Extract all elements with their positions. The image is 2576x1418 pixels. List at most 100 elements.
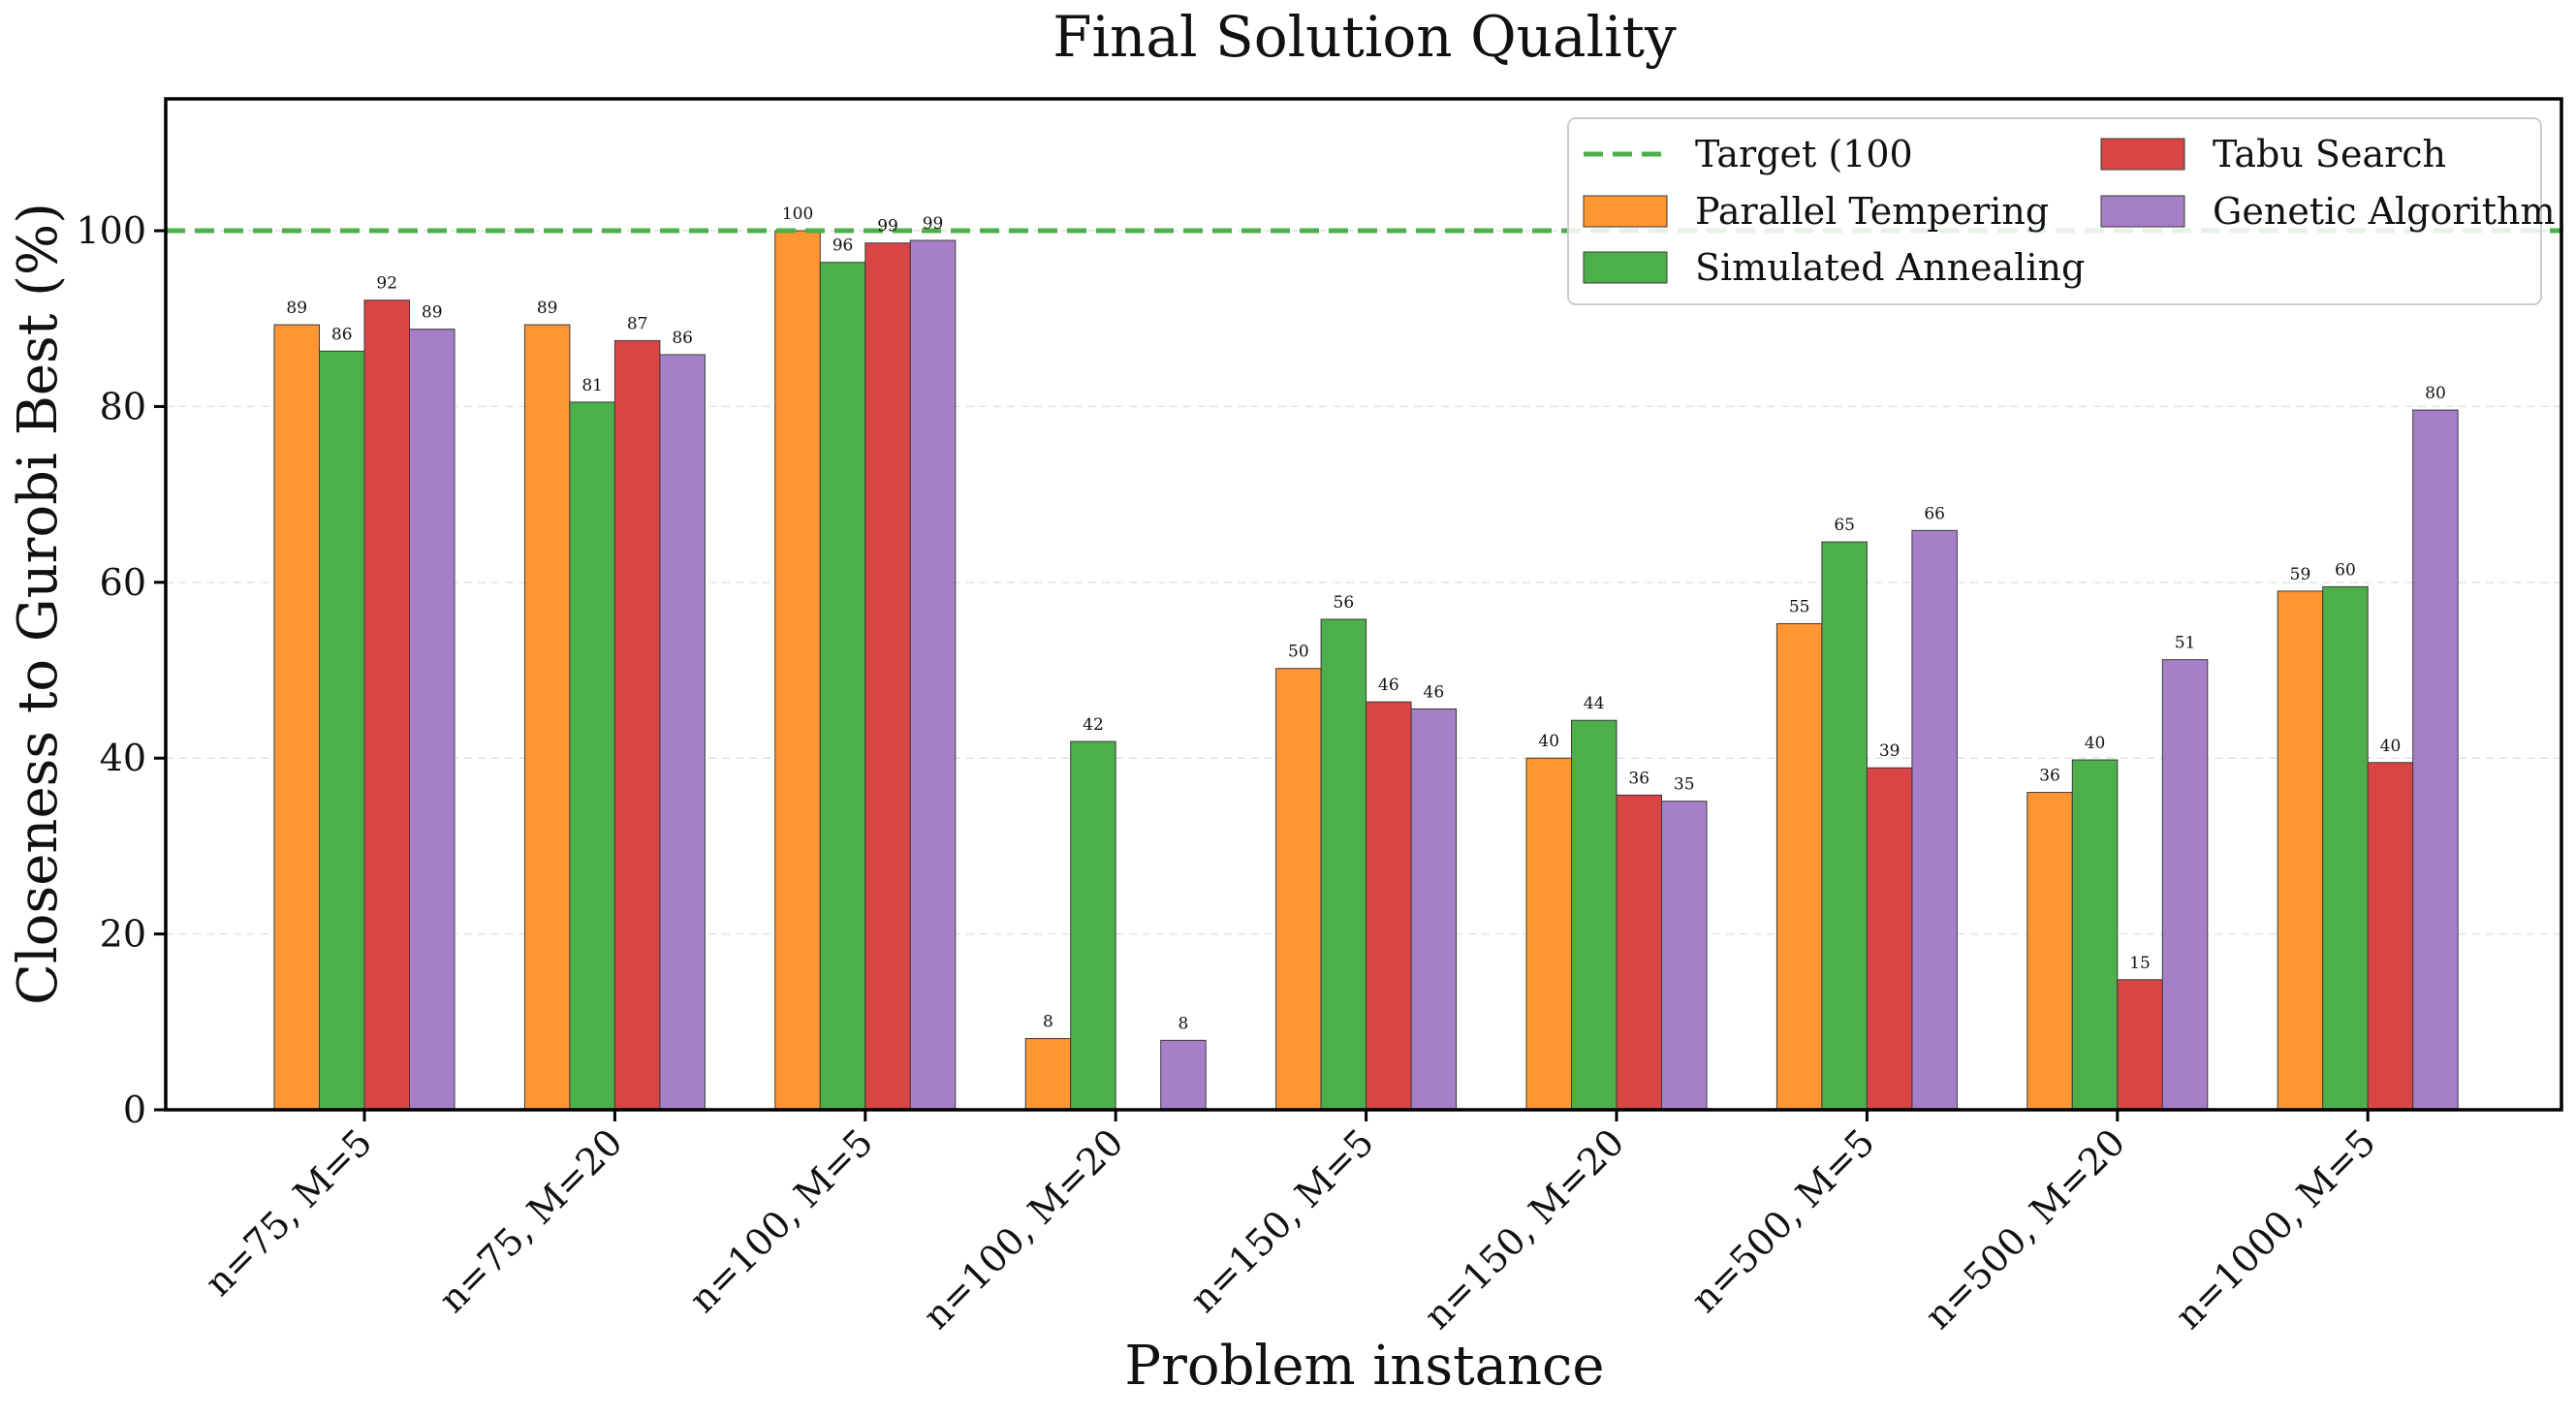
legend-label: Parallel Tempering xyxy=(1695,190,2049,233)
bar xyxy=(1320,618,1367,1111)
bar xyxy=(819,262,866,1111)
bar xyxy=(864,242,911,1111)
y-tick-label: 60 xyxy=(100,561,146,604)
data-label: 66 xyxy=(1924,504,1945,523)
bar xyxy=(2026,792,2073,1111)
data-label: 89 xyxy=(286,299,307,318)
data-label: 86 xyxy=(672,329,693,348)
legend-label: Target (100 xyxy=(1695,133,1913,175)
bar xyxy=(569,401,615,1111)
bar xyxy=(774,230,821,1111)
data-label: 8 xyxy=(1043,1013,1053,1032)
y-tick-label: 80 xyxy=(100,385,146,427)
bar xyxy=(1275,668,1322,1111)
data-label: 89 xyxy=(537,299,558,318)
bar xyxy=(1070,741,1116,1111)
legend-label: Simulated Annealing xyxy=(1695,246,2085,289)
bar xyxy=(523,324,571,1111)
legend: Target (100 Parallel Tempering Simulated A… xyxy=(1567,117,2556,305)
data-label: 81 xyxy=(581,376,603,395)
bar xyxy=(1160,1039,1207,1111)
bar xyxy=(2277,590,2324,1111)
bars xyxy=(273,230,2459,1111)
bar xyxy=(1571,719,1618,1111)
data-label: 36 xyxy=(1628,769,1649,788)
data-label: 100 xyxy=(782,205,813,224)
bar xyxy=(1661,801,1708,1111)
bar xyxy=(1366,701,1412,1111)
y-tick-label: 0 xyxy=(123,1088,146,1131)
data-label: 99 xyxy=(877,217,898,236)
bar xyxy=(1866,767,1913,1111)
bar xyxy=(613,339,661,1111)
data-label: 60 xyxy=(2335,560,2356,580)
data-labels: 89 86 92 89 89 81 87 86 100 96 99 99 8 42 8 50 56 46 46 40 4… xyxy=(286,205,2445,1033)
data-label: 87 xyxy=(627,314,648,333)
chart-title: Final Solution Quality xyxy=(1052,4,1677,70)
bar xyxy=(363,299,410,1111)
data-label: 89 xyxy=(422,303,443,323)
x-tick-label: n=150, M=20 xyxy=(1416,1120,1633,1338)
data-label: 39 xyxy=(1879,741,1901,761)
legend-marker xyxy=(1583,251,1668,284)
legend-box xyxy=(1567,117,2542,305)
data-label: 86 xyxy=(331,325,353,344)
x-axis-label: Problem instance xyxy=(1124,1335,1604,1398)
bar xyxy=(2367,762,2414,1111)
bar xyxy=(2322,585,2369,1111)
legend-marker xyxy=(1583,195,1668,228)
data-label: 51 xyxy=(2175,634,2196,653)
x-tick-label: n=100, M=20 xyxy=(915,1120,1132,1338)
bar xyxy=(1911,529,1958,1111)
data-label: 59 xyxy=(2290,565,2311,584)
x-tick-label: n=100, M=5 xyxy=(681,1120,881,1320)
legend-label: Tabu Search xyxy=(2213,133,2446,175)
data-label: 56 xyxy=(1334,593,1355,613)
x-tick-label: n=500, M=20 xyxy=(1917,1120,2134,1338)
bar xyxy=(319,350,365,1111)
y-tick-label: 100 xyxy=(76,209,146,252)
data-label: 65 xyxy=(1834,516,1855,535)
bar xyxy=(1410,708,1458,1111)
bar xyxy=(2161,659,2209,1111)
bar xyxy=(909,239,957,1111)
data-label: 35 xyxy=(1674,775,1695,795)
data-label: 96 xyxy=(832,236,854,256)
x-tick-label: n=500, M=5 xyxy=(1682,1120,1882,1320)
y-axis-label: Closeness to Gurobi Best (%) xyxy=(7,203,70,1005)
bar xyxy=(1775,622,1823,1111)
legend-marker xyxy=(2100,195,2185,228)
x-tick-label: n=75, M=20 xyxy=(430,1120,630,1320)
data-label: 55 xyxy=(1789,597,1810,616)
legend-marker xyxy=(2100,138,2185,171)
x-tick-label: n=150, M=5 xyxy=(1182,1120,1382,1320)
data-label: 40 xyxy=(2380,737,2402,756)
data-label: 40 xyxy=(2085,734,2106,753)
bar xyxy=(1525,757,1572,1111)
data-label: 80 xyxy=(2425,384,2446,403)
data-label: 46 xyxy=(1424,682,1445,702)
bar xyxy=(2071,759,2119,1111)
data-label: 40 xyxy=(1538,732,1559,751)
data-label: 50 xyxy=(1288,643,1309,662)
data-label: 42 xyxy=(1083,715,1104,735)
bar xyxy=(2412,409,2459,1111)
data-label: 46 xyxy=(1378,676,1399,695)
data-label: 36 xyxy=(2039,767,2060,786)
bar xyxy=(273,324,320,1111)
y-tick-label: 40 xyxy=(100,737,146,779)
data-label: 15 xyxy=(2129,954,2151,973)
y-tick-label: 20 xyxy=(100,913,146,956)
data-label: 99 xyxy=(923,214,944,234)
x-tick-label: n=1000, M=5 xyxy=(2167,1120,2384,1338)
legend-label: Genetic Algorithm xyxy=(2213,190,2556,233)
data-label: 92 xyxy=(376,274,397,294)
bar xyxy=(1821,541,1868,1111)
bar xyxy=(1616,794,1662,1111)
data-label: 44 xyxy=(1584,694,1605,713)
plot-frame xyxy=(164,97,2563,1112)
data-label: 8 xyxy=(1178,1014,1189,1033)
x-tick-label: n=75, M=5 xyxy=(197,1120,380,1304)
